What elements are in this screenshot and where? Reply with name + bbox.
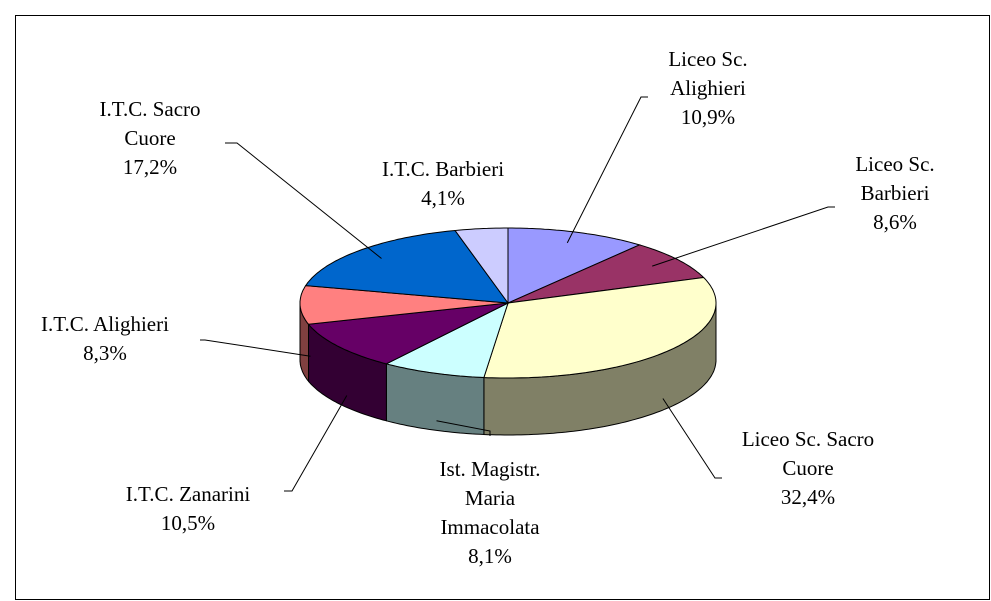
slice bbox=[307, 302, 509, 365]
slice bbox=[483, 276, 717, 379]
slice-label: I.T.C. Barbieri 4,1% bbox=[338, 155, 548, 213]
slice-label: I.T.C. Sacro Cuore 17,2% bbox=[75, 95, 225, 182]
slice-name: Liceo Sc. Sacro Cuore bbox=[741, 427, 875, 480]
slice-value: 8,6% bbox=[873, 210, 917, 234]
slice-value: 32,4% bbox=[780, 485, 836, 509]
slice-label: Liceo Sc. Sacro Cuore 32,4% bbox=[718, 425, 898, 512]
slice-value: 4,1% bbox=[421, 186, 465, 210]
slice-value: 8,1% bbox=[468, 544, 512, 568]
leader-line bbox=[200, 339, 311, 357]
leader-line bbox=[284, 395, 348, 492]
leader-line bbox=[566, 96, 648, 244]
slice-name: I.T.C. Zanarini bbox=[125, 482, 251, 506]
slice-label: I.T.C. Alighieri 8,3% bbox=[0, 310, 210, 368]
slice-value: 10,9% bbox=[680, 105, 736, 129]
slice bbox=[507, 244, 705, 304]
slice-value: 17,2% bbox=[122, 155, 178, 179]
leader-line bbox=[662, 398, 722, 479]
slice bbox=[304, 229, 510, 304]
slice-name: Liceo Sc. Alighieri bbox=[668, 47, 748, 100]
slice-name: Ist. Magistr. Maria Immacolata bbox=[439, 457, 541, 539]
slice-label: I.T.C. Zanarini 10,5% bbox=[83, 480, 293, 538]
slice-label: Liceo Sc. Barbieri 8,6% bbox=[835, 150, 955, 237]
slice-name: Liceo Sc. Barbieri bbox=[855, 152, 935, 205]
slice bbox=[385, 302, 509, 379]
leader-line bbox=[436, 420, 491, 436]
leader-line bbox=[225, 142, 382, 259]
chart-border bbox=[15, 15, 990, 600]
leader-line bbox=[652, 206, 835, 267]
slice bbox=[299, 285, 509, 325]
slice-name: I.T.C. Barbieri bbox=[381, 157, 505, 181]
slice bbox=[507, 227, 641, 304]
slice-label: Ist. Magistr. Maria Immacolata 8,1% bbox=[415, 455, 565, 571]
slice bbox=[454, 227, 509, 305]
slice-label: Liceo Sc. Alighieri 10,9% bbox=[648, 45, 768, 132]
slice-name: I.T.C. Alighieri bbox=[41, 312, 169, 336]
slice-name: I.T.C. Sacro Cuore bbox=[99, 97, 201, 150]
slice-value: 8,3% bbox=[83, 341, 127, 365]
slice-value: 10,5% bbox=[160, 511, 216, 535]
